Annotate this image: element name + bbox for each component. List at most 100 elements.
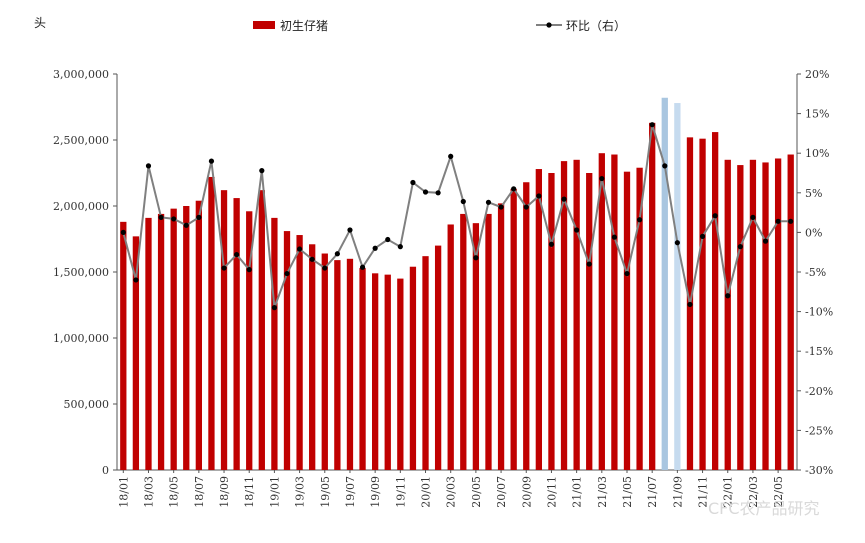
x-tick-label: 20/09 (520, 476, 533, 508)
bar (636, 167, 643, 470)
bar (447, 224, 454, 470)
x-tick-label: 18/07 (193, 476, 206, 508)
bar (132, 236, 140, 470)
x-tick-label: 19/03 (294, 476, 307, 508)
mom-point (762, 238, 769, 244)
mom-point (334, 251, 340, 257)
bar (573, 159, 580, 471)
x-tick-label: 21/07 (646, 476, 659, 508)
y-right-tick-label: -5% (805, 266, 826, 279)
bar (611, 154, 618, 470)
x-tick-label: 19/11 (394, 476, 407, 508)
bar-series (120, 97, 794, 471)
bar (258, 190, 265, 470)
bar (397, 278, 404, 470)
x-tick-label: 20/11 (545, 476, 558, 508)
mom-point (120, 229, 126, 235)
bar (170, 208, 177, 470)
bar (623, 171, 631, 470)
y-left-tick-label: 1,000,000 (53, 332, 109, 345)
x-tick-label: 19/07 (344, 476, 357, 508)
mom-point (737, 244, 743, 250)
bar (548, 173, 555, 470)
x-tick-label: 22/05 (772, 476, 785, 508)
y-right-tick-label: 5% (805, 187, 822, 200)
y-left-unit-label: 头 (34, 16, 46, 30)
mom-point (460, 198, 466, 205)
mom-point (511, 186, 517, 192)
mom-point (208, 158, 215, 164)
bar (157, 213, 165, 471)
mom-point (599, 175, 605, 182)
mom-point (372, 245, 378, 251)
mom-point (523, 204, 529, 210)
mom-point (158, 214, 164, 220)
mom-point (133, 277, 139, 283)
mom-point (196, 214, 202, 220)
y-left-tick-label: 0 (102, 464, 109, 477)
bar (346, 258, 354, 470)
x-tick-label: 19/01 (268, 476, 281, 508)
bar (586, 173, 593, 470)
x-tick-label: 21/09 (671, 476, 684, 508)
x-tick-label: 18/11 (243, 476, 256, 508)
mom-point (687, 301, 693, 308)
legend-swatch-bar (253, 21, 275, 29)
bar (523, 182, 530, 471)
mom-point (574, 227, 580, 233)
mom-point (788, 218, 794, 224)
x-tick-label: 18/03 (142, 476, 155, 508)
mom-point (725, 293, 731, 299)
mom-line (122, 124, 791, 308)
x-tick-label: 19/05 (319, 476, 332, 508)
mom-point (246, 267, 252, 273)
x-tick-label: 22/03 (747, 476, 760, 508)
y-right-tick-label: -20% (805, 385, 833, 398)
bar (359, 268, 366, 470)
bar (560, 161, 568, 470)
bar (283, 231, 291, 470)
mom-point (385, 236, 391, 243)
mom-point (699, 233, 706, 239)
mom-point (435, 190, 441, 196)
mom-point (296, 246, 303, 252)
bar (372, 273, 379, 470)
bar (246, 211, 253, 470)
mom-point (309, 256, 315, 262)
mom-point (498, 204, 504, 210)
y-right-tick-label: -30% (805, 464, 833, 477)
x-tick-label: 20/01 (420, 476, 433, 508)
bar (321, 253, 328, 470)
bar (787, 154, 794, 470)
bar (749, 159, 757, 471)
bar (434, 245, 442, 470)
mom-point (611, 234, 618, 240)
mom-point (473, 255, 479, 261)
bar (724, 159, 731, 471)
bar (145, 217, 152, 470)
y-right-tick-label: -10% (805, 306, 833, 319)
mom-point (586, 261, 592, 267)
mom-point (145, 163, 152, 169)
mom-point (259, 168, 265, 174)
y-left-tick-label: 2,500,000 (53, 134, 109, 147)
y-right-tick-label: 10% (805, 147, 829, 160)
mom-point (183, 222, 189, 228)
bar (497, 203, 505, 471)
mom-point (322, 265, 328, 271)
mom-point (485, 199, 492, 205)
legend-swatch-marker (546, 22, 552, 28)
bar (334, 260, 341, 470)
watermark-text: CFC农产品研究 (708, 499, 820, 518)
bar (195, 200, 202, 470)
bar (309, 244, 316, 470)
bar (699, 138, 706, 470)
bar (220, 190, 228, 470)
bar (472, 223, 480, 470)
x-tick-label: 21/03 (596, 476, 609, 508)
mom-point (674, 240, 680, 246)
bar (183, 206, 190, 470)
bar (422, 256, 429, 470)
tick-labels: 0 500,000 1,000,000 1,500,000 2,000,000 2,500… (53, 68, 833, 508)
mom-point (284, 270, 290, 277)
